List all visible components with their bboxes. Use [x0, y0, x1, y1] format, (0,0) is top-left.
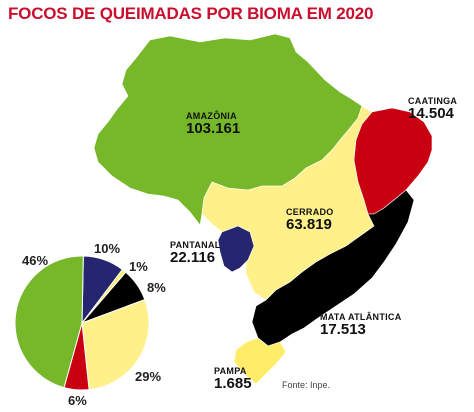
caatinga-value: 14.504 [408, 105, 454, 122]
pie-label-mata-atlantica: 8% [147, 280, 166, 295]
pie-slice-amaz-nia [14, 255, 84, 389]
pie-label-pampa: 1% [129, 259, 148, 274]
pie-label-pantanal: 10% [94, 241, 121, 256]
pie-label-caatinga: 6% [68, 393, 87, 408]
page-title: FOCOS DE QUEIMADAS POR BIOMA EM 2020 [8, 4, 374, 23]
pantanal-name: PANTANAL [170, 240, 221, 250]
mata-atlantica-value: 17.513 [320, 321, 366, 338]
region-pantanal [217, 225, 255, 273]
pantanal-value: 22.116 [170, 249, 216, 266]
caatinga-name: CAATINGA [408, 96, 458, 106]
region-mata-atlantica [251, 189, 415, 347]
pampa-value: 1.685 [214, 375, 252, 392]
pie-label-cerrado: 29% [135, 369, 162, 384]
pampa-name: PAMPA [214, 366, 247, 376]
amazonia-value: 103.161 [186, 120, 241, 137]
pie-label-amazonia: 46% [22, 253, 49, 268]
label-cerrado: CERRADO 63.819 [286, 207, 334, 232]
label-mata-atlantica: MATA ATLÂNTICA 17.513 [320, 312, 402, 337]
label-pampa: PAMPA 1.685 [214, 366, 252, 391]
pie-slice-cerrado [81, 298, 150, 391]
pie-chart [14, 255, 150, 391]
region-pampa [233, 337, 287, 385]
mata-atlantica-name: MATA ATLÂNTICA [320, 312, 402, 322]
cerrado-name: CERRADO [286, 207, 334, 217]
region-caatinga [353, 107, 433, 215]
source-note: Fonte: Inpe. [282, 380, 331, 390]
label-amazonia: AMAZÔNIA 103.161 [186, 111, 240, 136]
label-caatinga: CAATINGA 14.504 [408, 96, 457, 121]
label-pantanal: PANTANAL 22.116 [170, 240, 221, 265]
amazonia-name: AMAZÔNIA [186, 111, 237, 121]
cerrado-value: 63.819 [286, 216, 332, 233]
